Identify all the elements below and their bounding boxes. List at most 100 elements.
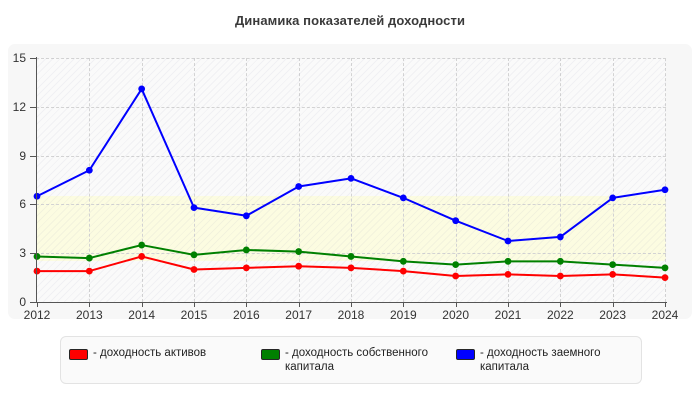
x-tick-mark (141, 302, 143, 307)
data-point[interactable] (242, 246, 250, 254)
x-tick-label: 2016 (232, 308, 260, 322)
x-tick-mark (508, 302, 509, 307)
data-point[interactable] (347, 264, 355, 272)
data-point[interactable] (190, 204, 198, 212)
gridline-vertical (403, 58, 405, 302)
legend-debt[interactable]: - доходность заемного капитала (456, 346, 630, 374)
legend[interactable]: - доходность активов - доходность собстве… (60, 336, 642, 384)
gridline-vertical (665, 58, 666, 302)
y-tick-label: 12 (12, 99, 26, 114)
data-point[interactable] (504, 257, 512, 265)
data-point[interactable] (504, 237, 512, 245)
gridline-vertical (246, 58, 248, 302)
x-tick-label: 2021 (494, 308, 522, 322)
series-1 (33, 253, 669, 281)
x-tick-mark (37, 302, 38, 307)
data-point[interactable] (661, 186, 669, 194)
data-point[interactable] (452, 272, 460, 280)
legend-swatch-icon (69, 349, 88, 360)
data-point[interactable] (138, 241, 146, 249)
x-tick-mark (246, 302, 248, 307)
x-tick-label: 2014 (128, 308, 156, 322)
legend-swatch-icon (456, 349, 475, 360)
legend-equity[interactable]: - доходность собственного капитала (261, 346, 435, 374)
data-point[interactable] (661, 274, 669, 281)
x-tick-mark (403, 302, 405, 307)
y-tick-label: 6 (19, 197, 26, 212)
y-tick-mark (30, 155, 36, 157)
x-tick-mark (612, 302, 614, 307)
x-tick-mark (89, 302, 91, 307)
y-tick-mark (30, 253, 36, 255)
x-tick-mark (194, 302, 195, 307)
data-point[interactable] (661, 264, 669, 272)
y-tick-mark (30, 302, 36, 303)
data-point[interactable] (609, 261, 617, 268)
data-point[interactable] (190, 266, 198, 273)
data-point[interactable] (85, 166, 93, 174)
data-point[interactable] (452, 261, 460, 268)
data-point[interactable] (242, 212, 250, 220)
x-tick-label: 2013 (75, 308, 103, 322)
data-point[interactable] (556, 233, 564, 241)
data-point[interactable] (33, 192, 41, 200)
gridline-vertical (612, 58, 614, 302)
data-point[interactable] (85, 267, 93, 275)
data-point[interactable] (85, 254, 93, 262)
y-tick-label: 9 (19, 148, 26, 163)
data-point[interactable] (33, 267, 41, 275)
x-tick-mark (560, 302, 562, 307)
data-point[interactable] (399, 194, 407, 202)
data-point[interactable] (295, 248, 303, 255)
legend-swatch-icon (261, 349, 280, 360)
x-tick-mark (665, 302, 666, 307)
x-tick-label: 2018 (337, 308, 365, 322)
y-tick-mark (30, 204, 36, 206)
series-2 (33, 241, 669, 272)
gridline-vertical (89, 58, 91, 302)
data-point[interactable] (138, 85, 146, 93)
series-3 (33, 85, 669, 245)
legend-assets[interactable]: - доходность активов (69, 346, 206, 360)
data-point[interactable] (138, 253, 146, 260)
data-point[interactable] (347, 174, 355, 182)
x-tick-label: 2023 (599, 308, 627, 322)
data-point[interactable] (295, 262, 303, 270)
y-tick-label: 3 (19, 246, 26, 261)
data-point[interactable] (347, 253, 355, 260)
data-point[interactable] (242, 264, 250, 272)
series-layer (33, 85, 669, 281)
data-point[interactable] (556, 272, 564, 280)
data-point[interactable] (295, 183, 303, 190)
y-axis (36, 57, 37, 303)
x-tick-mark (298, 302, 300, 307)
gridline-vertical (194, 58, 195, 302)
legend-label: - доходность заемного капитала (480, 347, 601, 373)
data-point[interactable] (556, 257, 564, 265)
data-point[interactable] (190, 251, 198, 259)
series-line (36, 87, 666, 242)
gridline-vertical (560, 58, 562, 302)
data-point[interactable] (399, 267, 407, 275)
gridline-vertical (298, 58, 300, 302)
x-tick-label: 2015 (180, 308, 208, 322)
data-point[interactable] (609, 194, 617, 202)
y-tick-label: 15 (12, 51, 26, 65)
x-tick-mark (455, 302, 457, 307)
data-point[interactable] (33, 253, 41, 260)
data-point[interactable] (609, 270, 617, 278)
gridline-vertical (455, 58, 457, 302)
y-tick-label: 0 (19, 295, 26, 309)
data-point[interactable] (504, 270, 512, 278)
y-tick-mark (30, 106, 36, 108)
data-point[interactable] (399, 257, 407, 265)
x-tick-mark (351, 302, 352, 307)
data-point[interactable] (452, 217, 460, 225)
gridline-vertical (508, 58, 509, 302)
page-title: Динамика показателей доходности (234, 13, 466, 28)
x-tick-label: 2022 (546, 308, 574, 322)
y-tick-mark (30, 58, 36, 59)
x-tick-label: 2024 (651, 308, 679, 322)
x-tick-label: 2020 (442, 308, 470, 322)
